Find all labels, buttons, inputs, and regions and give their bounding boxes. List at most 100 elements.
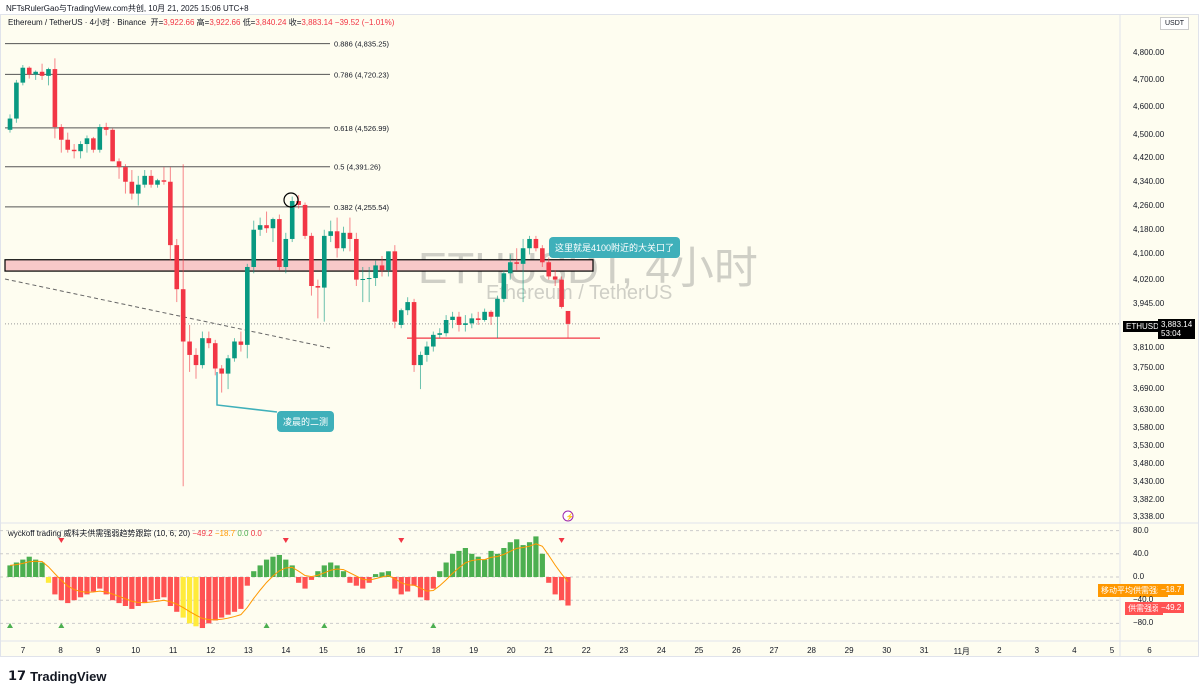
time-axis-label: 7	[20, 646, 26, 655]
candle	[559, 276, 564, 309]
candle	[187, 324, 192, 372]
chart-area[interactable]	[0, 14, 1199, 657]
candle-body	[552, 276, 558, 280]
candle	[405, 297, 410, 316]
histogram-bar	[501, 548, 507, 577]
candle	[495, 295, 500, 339]
time-axis-label: 31	[919, 646, 929, 655]
time-axis-label: 9	[95, 646, 101, 655]
tradingview-logo[interactable]: 𝟭𝟳 TradingView	[8, 668, 107, 684]
candle-body	[245, 266, 250, 345]
candle-body	[309, 235, 314, 287]
candle	[84, 135, 90, 153]
price-axis-label: 4,340.00	[1133, 176, 1165, 186]
candle-body	[341, 232, 346, 249]
close-label: 收=	[288, 18, 302, 27]
candle	[142, 170, 147, 188]
candle	[238, 331, 244, 352]
histogram-bar	[77, 577, 84, 598]
candle	[20, 65, 26, 86]
candle	[354, 232, 359, 287]
high-marker-circle	[283, 192, 299, 208]
candle-body	[296, 201, 301, 205]
candle	[264, 211, 269, 233]
sell-signal-icon	[558, 538, 565, 543]
indicator-legend[interactable]: wyckoff trading 威科夫供需强弱趋势跟踪 (10, 6, 20) …	[8, 528, 262, 539]
histogram-bar	[167, 577, 173, 606]
candle	[411, 298, 417, 372]
candle-body	[52, 69, 58, 127]
price-axis-label: 3,430.00	[1133, 477, 1165, 487]
annotation-resistance[interactable]: 这里就是4100附近的大关口了	[549, 237, 681, 258]
candle-body	[142, 175, 147, 185]
candle-body	[379, 265, 385, 271]
candle-body	[565, 310, 571, 324]
candle-body	[321, 235, 327, 288]
histogram-bar	[520, 545, 526, 577]
candle-body	[238, 341, 244, 345]
last-price-symbol: ETHUSDT	[1123, 321, 1167, 332]
ma-tag-label: 移动平均供需强弱	[1098, 584, 1168, 597]
candle	[52, 58, 58, 139]
histogram-bar	[507, 542, 513, 577]
histogram-bar	[308, 577, 315, 580]
candle	[46, 67, 51, 86]
candle	[33, 70, 38, 80]
candle	[533, 235, 539, 252]
candle	[475, 311, 481, 325]
histogram-bar	[199, 577, 206, 629]
histogram-bar	[296, 577, 302, 583]
time-axis-label: 13	[243, 646, 253, 655]
time-axis-label: 11	[169, 646, 178, 655]
fib-label: 0.786 (4,720.23)	[334, 70, 390, 79]
candle-body	[33, 71, 38, 75]
time-axis-label: 19	[469, 646, 479, 655]
histogram-bar	[142, 577, 148, 604]
candle-body	[91, 138, 96, 150]
fib-label: 0.618 (4,526.99)	[334, 124, 390, 133]
time-axis-label: 26	[731, 646, 741, 655]
candle	[546, 257, 552, 280]
open-value: 3,922.66	[163, 18, 195, 27]
candle	[463, 315, 468, 332]
last-price-tag: 3,883.14 53:04	[1158, 319, 1196, 339]
candle-body	[123, 167, 128, 182]
currency-button[interactable]: USDT	[1160, 17, 1190, 30]
histogram-bar	[398, 577, 404, 595]
candle-body	[482, 311, 487, 321]
histogram-bar	[417, 577, 424, 598]
candle	[315, 279, 321, 319]
candle	[289, 196, 295, 243]
annotation-retest[interactable]: 凌晨的二测	[277, 411, 335, 432]
candle	[507, 254, 513, 280]
histogram-bar	[411, 577, 417, 586]
histogram-bar	[456, 550, 462, 577]
histogram-bar	[58, 577, 64, 601]
histogram-bar	[148, 577, 154, 601]
time-axis-label: 10	[131, 646, 141, 655]
buy-signal-icon	[7, 623, 13, 628]
histogram-bar	[39, 562, 45, 577]
candle-body	[7, 118, 13, 130]
time-axis-label: 21	[544, 646, 554, 655]
histogram-bar	[174, 577, 180, 612]
indicator-axis-label: 80.0	[1133, 525, 1149, 535]
symbol-info[interactable]: Ethereum / TetherUS · 4小时 · Binance	[8, 18, 147, 27]
candle	[501, 270, 507, 303]
candle-body	[20, 67, 26, 83]
indicator-value-3: 0.0	[237, 529, 249, 538]
candle	[552, 270, 558, 287]
candle-body	[328, 231, 333, 236]
histogram-bar	[443, 562, 449, 577]
ma-tag-value: −18.7	[1158, 584, 1185, 595]
histogram-bar	[558, 577, 565, 601]
candle-body	[232, 341, 237, 359]
candle-body	[540, 248, 545, 263]
histogram-bar	[379, 572, 385, 577]
candle	[14, 79, 19, 123]
candle-body	[475, 318, 481, 321]
histogram-bar	[347, 577, 353, 583]
histogram-bar	[212, 577, 218, 621]
price-axis-label: 3,382.00	[1133, 495, 1165, 505]
